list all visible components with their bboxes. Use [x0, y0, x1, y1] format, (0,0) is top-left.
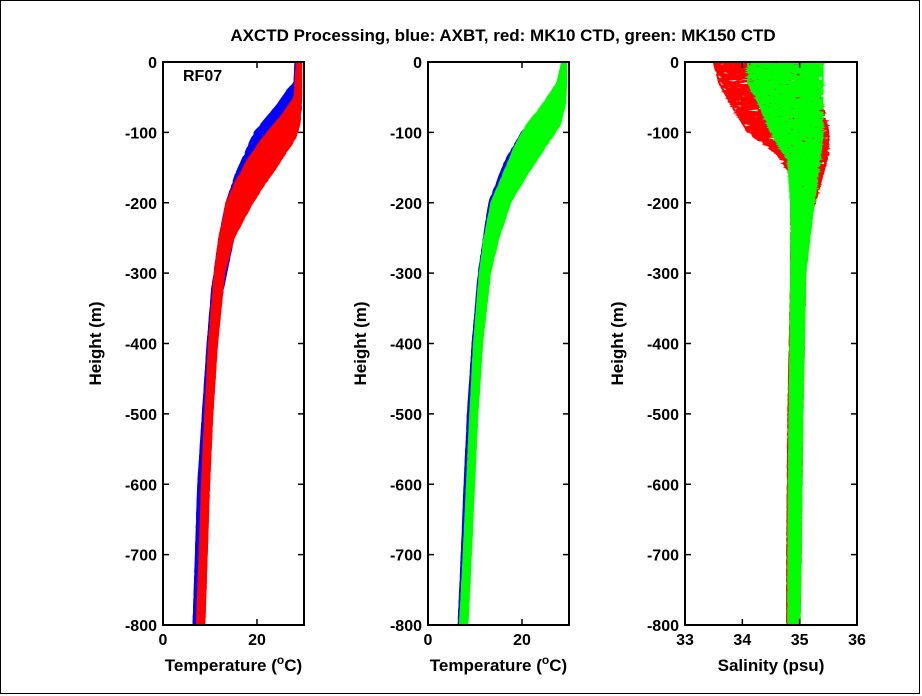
y-axis-label: Height (m): [86, 301, 105, 385]
x-axis-label-prefix: Temperature (: [430, 656, 542, 675]
series-2-profile-line: [466, 62, 568, 625]
x-tick-label: 0: [424, 632, 433, 649]
y-tick-label: -300: [125, 266, 157, 283]
y-tick-label: -800: [125, 618, 157, 635]
chart-title: AXCTD Processing, blue: AXBT, red: MK10 …: [230, 26, 775, 45]
y-tick-label: -200: [647, 196, 679, 213]
y-tick-label: -700: [125, 548, 157, 565]
y-tick-label: -600: [647, 477, 679, 494]
y-tick-label: -100: [125, 125, 157, 142]
x-axis-label-prefix: Temperature (: [165, 656, 277, 675]
x-tick-label: 36: [848, 632, 866, 649]
y-tick-label: -500: [390, 407, 422, 424]
y-tick-label: -600: [390, 477, 422, 494]
x-tick-label: 34: [733, 632, 751, 649]
panel-annotation: RF07: [183, 68, 222, 85]
x-tick-label: 20: [513, 632, 531, 649]
x-axis-label: Temperature (oC): [430, 653, 567, 675]
x-axis-label: Salinity (psu): [718, 656, 825, 675]
series-2-profiles: [744, 62, 827, 624]
y-tick-label: -400: [647, 337, 679, 354]
y-tick-label: -100: [390, 125, 422, 142]
y-tick-label: -800: [647, 618, 679, 635]
x-axis-label-degree: o: [277, 653, 284, 667]
y-tick-label: -200: [390, 196, 422, 213]
y-tick-label: 0: [670, 55, 679, 72]
y-tick-label: -400: [390, 337, 422, 354]
x-tick-label: 33: [676, 632, 694, 649]
y-tick-label: -500: [125, 407, 157, 424]
series-2-profiles: [195, 62, 303, 625]
axes-box: [427, 61, 570, 626]
series-2-profile-line: [203, 62, 303, 625]
y-tick-label: -600: [125, 477, 157, 494]
y-tick-label: -500: [647, 407, 679, 424]
x-tick-label: 35: [791, 632, 809, 649]
x-axis-label-suffix: C): [284, 656, 302, 675]
x-axis-label-degree: o: [542, 653, 549, 667]
y-tick-label: -700: [647, 548, 679, 565]
y-tick-label: -400: [125, 337, 157, 354]
x-tick-label: 0: [159, 632, 168, 649]
y-tick-label: 0: [148, 55, 157, 72]
y-tick-label: -300: [647, 266, 679, 283]
y-tick-label: 0: [413, 55, 422, 72]
series-2-profiles: [458, 62, 568, 625]
series-2-profile-line: [798, 62, 827, 624]
y-axis-label: Height (m): [608, 301, 627, 385]
y-tick-label: -700: [390, 548, 422, 565]
x-axis-label: Temperature (oC): [165, 653, 302, 675]
y-tick-label: -100: [647, 125, 679, 142]
x-tick-label: 20: [248, 632, 266, 649]
y-tick-label: -200: [125, 196, 157, 213]
y-axis-label: Height (m): [351, 301, 370, 385]
y-tick-label: -300: [390, 266, 422, 283]
x-axis-label-suffix: C): [549, 656, 567, 675]
y-tick-label: -800: [390, 618, 422, 635]
